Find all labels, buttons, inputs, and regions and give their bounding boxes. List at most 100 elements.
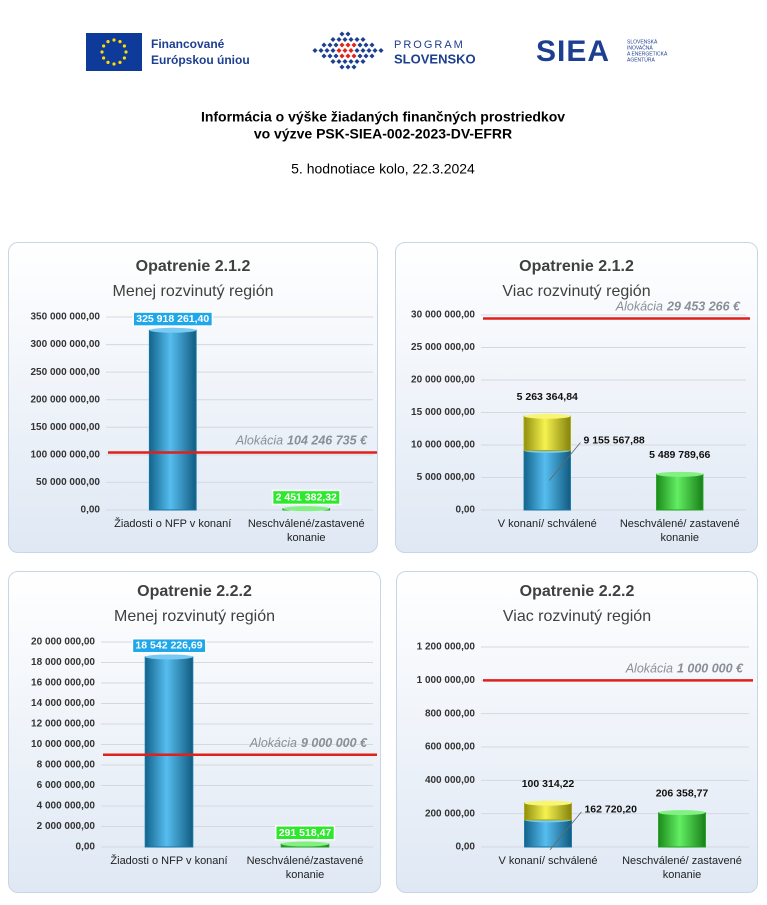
eu-stars [100, 38, 128, 66]
y-tick-label: 30 000 000,00 [411, 310, 475, 321]
logo-cell [333, 53, 339, 59]
eu-star [124, 50, 128, 54]
value-label: 162 720,20 [584, 804, 637, 816]
logo-cell [321, 42, 327, 48]
logo-cell [345, 42, 351, 48]
eu-star [122, 44, 126, 48]
bar-top [149, 327, 197, 333]
value-label: 9 155 567,88 [583, 434, 644, 446]
y-tick-label: 150 000 000,00 [30, 422, 100, 433]
chart: Opatrenie 2.2.2 Viac rozvinutý región 0,00… [417, 583, 753, 881]
bar-top [658, 810, 706, 816]
logo-cell [336, 58, 342, 65]
bar-top [656, 471, 703, 477]
bar [523, 415, 571, 451]
program-logo [312, 31, 384, 70]
logo-cell [342, 58, 348, 65]
logo-cell [357, 53, 363, 59]
y-tick-label: 20 000 000,00 [411, 375, 475, 386]
y-tick-label: 25 000 000,00 [411, 342, 475, 353]
leader-line [548, 442, 581, 481]
logo-cell [345, 53, 351, 59]
chart-subtitle: Viac rozvinutý región [502, 283, 650, 300]
chart-title: Opatrenie 2.2.2 [520, 583, 635, 600]
eu-star [106, 40, 110, 44]
logo-cell [360, 47, 366, 54]
bar [656, 473, 704, 511]
logo-cell [369, 53, 375, 59]
logo-cell [363, 42, 369, 48]
allocation-label: Alokácia 1 000 000 € [625, 662, 744, 676]
allocation-label: Alokácia 104 246 735 € [235, 434, 368, 448]
y-tick-label: 800 000,00 [425, 708, 475, 719]
x-tick-label: V konaní/ schválené [498, 518, 597, 530]
page-title: vo výzve PSK-SIEA-002-2023-DV-EFRR [254, 126, 512, 142]
y-tick-label: 250 000 000,00 [30, 367, 100, 378]
y-tick-label: 1 200 000,00 [417, 642, 476, 653]
allocation-value: 9 000 000 € [301, 736, 368, 750]
bar-top [281, 841, 329, 847]
logo-cell [330, 47, 336, 54]
value-label-box [271, 489, 341, 506]
logo-cell [348, 58, 354, 65]
eu-star [106, 60, 110, 64]
logo-cell [342, 47, 348, 54]
logo-cell [312, 47, 318, 54]
chart-panel: Opatrenie 2.2.2 Viac rozvinutý región 0,00… [396, 571, 758, 893]
bar [524, 819, 572, 848]
y-tick-label: 16 000 000,00 [31, 678, 95, 689]
siea-sub: A ENERGETICKÁ [627, 50, 668, 57]
siea-sub: SLOVENSKÁ [627, 38, 658, 45]
y-tick-label: 400 000,00 [425, 775, 475, 786]
value-label: 5 489 789,66 [649, 449, 710, 461]
logo-cell [336, 47, 342, 54]
value-label-box [132, 311, 214, 327]
y-tick-label: 1 000 000,00 [417, 675, 476, 686]
value-label: 100 314,22 [522, 778, 575, 790]
bar [523, 449, 571, 511]
logo-cell [318, 47, 324, 54]
y-tick-label: 8 000 000,00 [37, 760, 96, 771]
logo-cell [354, 58, 360, 65]
logo-cell [327, 42, 333, 48]
y-tick-label: 2 000 000,00 [37, 821, 96, 832]
bar [658, 812, 706, 848]
chart: Opatrenie 2.1.2 Menej rozvinutý región 0,0… [30, 258, 377, 544]
eu-text: Európskou úniou [151, 53, 250, 67]
y-tick-label: 20 000 000,00 [31, 637, 95, 648]
logo-cell [339, 31, 345, 37]
program-text: SLOVENSKO [394, 51, 476, 66]
eu-star [118, 60, 122, 64]
bar [144, 656, 194, 848]
logo-cell [330, 36, 336, 43]
value-label: 291 518,47 [279, 827, 332, 839]
y-tick-label: 10 000 000,00 [411, 440, 475, 451]
y-tick-label: 100 000 000,00 [30, 449, 100, 460]
eu-star [100, 50, 104, 54]
y-tick-label: 0,00 [456, 505, 476, 516]
allocation-text: Alokácia [235, 434, 283, 448]
x-tick-label: V konaní/ schválené [498, 855, 597, 867]
chart-panel: Opatrenie 2.2.2 Menej rozvinutý región 0,0… [8, 571, 381, 893]
logo-cell [354, 47, 360, 54]
logo-cell [351, 64, 357, 70]
y-tick-label: 200 000,00 [425, 808, 475, 819]
bar [524, 802, 572, 821]
logo-cell [348, 47, 354, 54]
allocation-label: Alokácia 29 453 266 € [615, 300, 741, 314]
chart-subtitle: Viac rozvinutý región [503, 608, 651, 625]
logo-cell [354, 36, 360, 43]
logo-cell [330, 58, 336, 65]
logo-cell [369, 42, 375, 48]
logo-cell [351, 53, 357, 59]
y-tick-label: 0,00 [76, 842, 96, 853]
page-title: Informácia o výške žiadaných finančných … [201, 109, 565, 125]
logo-cell [360, 58, 366, 65]
logo-cell [372, 47, 378, 54]
logo-cell [348, 36, 354, 43]
logo-cell [339, 42, 345, 48]
logo-cell [351, 42, 357, 48]
value-label-box [131, 637, 207, 654]
allocation-text: Alokácia [249, 736, 297, 750]
allocation-value: 104 246 735 € [287, 434, 368, 448]
